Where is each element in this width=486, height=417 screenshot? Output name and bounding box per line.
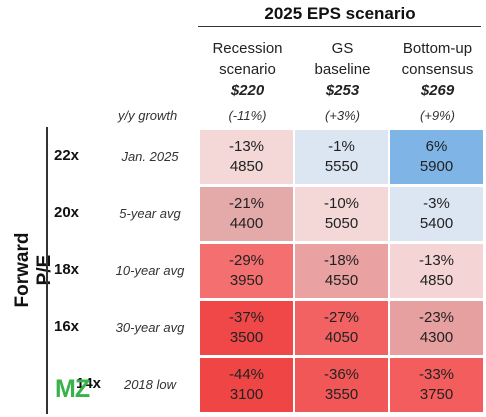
cell-value: 4300 bbox=[419, 329, 454, 346]
row-description: 10-year avg bbox=[115, 263, 185, 278]
cell-percent: -33% bbox=[418, 366, 455, 383]
cell-value: 3750 bbox=[419, 386, 454, 403]
cell-value: 4050 bbox=[324, 329, 359, 346]
heatmap-cell: -44% 3100 bbox=[200, 358, 293, 412]
heatmap-cell: -18% 4550 bbox=[295, 244, 388, 298]
cell-value: 4850 bbox=[229, 158, 264, 175]
cell-percent: 6% bbox=[425, 138, 448, 155]
row-description: 30-year avg bbox=[115, 320, 185, 335]
growth-label: y/y growth bbox=[118, 108, 178, 123]
column-header-gs-baseline: GS baseline $253 bbox=[295, 38, 390, 101]
column-header-line2: baseline bbox=[314, 61, 371, 78]
row-pe-multiple: 22x bbox=[54, 147, 80, 164]
cell-percent: -3% bbox=[423, 195, 450, 212]
y-axis-rule bbox=[46, 127, 48, 414]
column-eps: $253 bbox=[325, 82, 360, 99]
row-pe-multiple: 16x bbox=[54, 318, 80, 335]
chart-title: 2025 EPS scenario bbox=[264, 4, 416, 23]
cell-percent: -23% bbox=[418, 309, 455, 326]
cell-percent: -44% bbox=[228, 366, 265, 383]
cell-value: 3550 bbox=[324, 386, 359, 403]
cell-value: 4850 bbox=[419, 272, 454, 289]
growth-value: (-11%) bbox=[228, 108, 267, 123]
column-header-line1: Bottom-up bbox=[402, 40, 473, 57]
column-header-recession: Recession scenario $220 bbox=[200, 38, 295, 101]
heatmap-cell: 6% 5900 bbox=[390, 130, 483, 184]
cell-value: 5900 bbox=[419, 158, 454, 175]
cell-value: 4400 bbox=[229, 215, 264, 232]
cell-percent: -36% bbox=[323, 366, 360, 383]
cell-value: 5550 bbox=[324, 158, 359, 175]
column-header-line1: Recession bbox=[212, 40, 283, 57]
column-eps: $269 bbox=[420, 82, 455, 99]
cell-percent: -13% bbox=[418, 252, 455, 269]
heatmap-cell: -33% 3750 bbox=[390, 358, 483, 412]
cell-value: 5050 bbox=[324, 215, 359, 232]
heatmap-cell: -27% 4050 bbox=[295, 301, 388, 355]
cell-percent: -21% bbox=[228, 195, 265, 212]
cell-percent: -18% bbox=[323, 252, 360, 269]
heatmap-cell: -36% 3550 bbox=[295, 358, 388, 412]
heatmap-cell: -21% 4400 bbox=[200, 187, 293, 241]
cell-value: 3950 bbox=[229, 272, 264, 289]
brand-logo: MZ bbox=[55, 375, 90, 403]
cell-value: 4550 bbox=[324, 272, 359, 289]
growth-value: (+3%) bbox=[324, 108, 361, 123]
column-header-line1: GS bbox=[331, 40, 354, 57]
heatmap-cell: -13% 4850 bbox=[200, 130, 293, 184]
heatmap-cell: -1% 5550 bbox=[295, 130, 388, 184]
title-underline bbox=[198, 26, 481, 27]
cell-value: 5400 bbox=[419, 215, 454, 232]
row-description: 2018 low bbox=[123, 377, 177, 392]
row-description: Jan. 2025 bbox=[121, 149, 179, 164]
column-header-line2: scenario bbox=[219, 61, 276, 78]
heatmap-cell: -37% 3500 bbox=[200, 301, 293, 355]
cell-percent: -1% bbox=[328, 138, 355, 155]
row-pe-multiple: 14x bbox=[76, 375, 102, 392]
row-description: 5-year avg bbox=[119, 206, 181, 221]
row-pe-multiple: 20x bbox=[54, 204, 80, 221]
cell-percent: -10% bbox=[323, 195, 360, 212]
cell-percent: -13% bbox=[228, 138, 265, 155]
cell-percent: -37% bbox=[228, 309, 265, 326]
column-header-consensus: Bottom-up consensus $269 bbox=[390, 38, 485, 101]
growth-value: (+9%) bbox=[419, 108, 456, 123]
cell-percent: -29% bbox=[228, 252, 265, 269]
heatmap-cell: -23% 4300 bbox=[390, 301, 483, 355]
column-eps: $220 bbox=[230, 82, 265, 99]
row-pe-multiple: 18x bbox=[54, 261, 80, 278]
heatmap-cell: -3% 5400 bbox=[390, 187, 483, 241]
heatmap-cell: -13% 4850 bbox=[390, 244, 483, 298]
cell-value: 3500 bbox=[229, 329, 264, 346]
column-header-line2: consensus bbox=[401, 61, 474, 78]
heatmap-cell: -10% 5050 bbox=[295, 187, 388, 241]
cell-percent: -27% bbox=[323, 309, 360, 326]
y-axis-label: Forward P/E bbox=[12, 232, 55, 308]
cell-value: 3100 bbox=[229, 386, 264, 403]
heatmap-cell: -29% 3950 bbox=[200, 244, 293, 298]
